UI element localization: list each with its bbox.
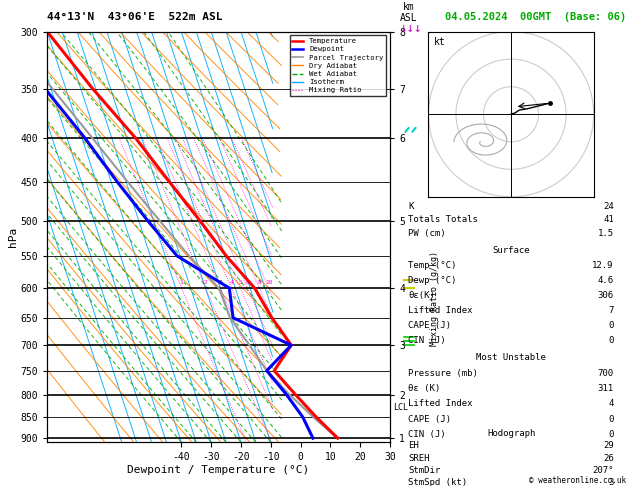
Text: 0: 0 <box>608 415 614 424</box>
Text: EH: EH <box>408 441 419 451</box>
Text: Most Unstable: Most Unstable <box>476 353 546 362</box>
Text: 26: 26 <box>603 453 614 463</box>
Text: Totals Totals: Totals Totals <box>408 215 478 225</box>
Text: θε (K): θε (K) <box>408 384 440 393</box>
Text: PW (cm): PW (cm) <box>408 229 446 238</box>
Text: CIN (J): CIN (J) <box>408 430 446 439</box>
Legend: Temperature, Dewpoint, Parcel Trajectory, Dry Adiabat, Wet Adiabat, Isotherm, Mi: Temperature, Dewpoint, Parcel Trajectory… <box>289 35 386 96</box>
Text: 12.9: 12.9 <box>593 261 614 270</box>
Text: 3: 3 <box>608 478 614 486</box>
Text: CIN (J): CIN (J) <box>408 335 446 345</box>
Text: 10: 10 <box>265 280 272 285</box>
Text: Hodograph: Hodograph <box>487 429 535 438</box>
Text: 5: 5 <box>238 280 242 285</box>
Text: 311: 311 <box>598 384 614 393</box>
Text: K: K <box>408 202 414 210</box>
Y-axis label: hPa: hPa <box>8 227 18 247</box>
Text: 44°13'N  43°06'E  522m ASL: 44°13'N 43°06'E 522m ASL <box>47 12 223 22</box>
Text: 1.5: 1.5 <box>598 229 614 238</box>
Text: 2: 2 <box>204 280 208 285</box>
Text: LCL: LCL <box>393 403 408 412</box>
Text: Lifted Index: Lifted Index <box>408 306 473 314</box>
Text: 29: 29 <box>603 441 614 451</box>
Text: 04.05.2024  00GMT  (Base: 06): 04.05.2024 00GMT (Base: 06) <box>445 12 626 22</box>
Text: Dewp (°C): Dewp (°C) <box>408 276 457 285</box>
Text: ↓↓↓: ↓↓↓ <box>399 22 422 35</box>
Text: kt: kt <box>433 36 445 47</box>
Text: Surface: Surface <box>493 246 530 255</box>
X-axis label: Dewpoint / Temperature (°C): Dewpoint / Temperature (°C) <box>128 465 309 475</box>
Text: StmDir: StmDir <box>408 466 440 475</box>
Text: Pressure (mb): Pressure (mb) <box>408 368 478 378</box>
Text: StmSpd (kt): StmSpd (kt) <box>408 478 467 486</box>
Text: Temp (°C): Temp (°C) <box>408 261 457 270</box>
Text: CAPE (J): CAPE (J) <box>408 415 452 424</box>
Text: Mixing Ratio (g/kg): Mixing Ratio (g/kg) <box>430 251 439 346</box>
Text: Lifted Index: Lifted Index <box>408 399 473 408</box>
Text: 0: 0 <box>608 430 614 439</box>
Text: 8: 8 <box>257 280 261 285</box>
Text: 1: 1 <box>180 280 184 285</box>
Text: SREH: SREH <box>408 453 430 463</box>
Text: 700: 700 <box>598 368 614 378</box>
Text: 207°: 207° <box>593 466 614 475</box>
Text: 41: 41 <box>603 215 614 225</box>
Text: 0: 0 <box>608 321 614 330</box>
Text: 6: 6 <box>246 280 250 285</box>
Text: 0: 0 <box>608 335 614 345</box>
Text: 3: 3 <box>219 280 223 285</box>
Text: km
ASL: km ASL <box>400 2 418 23</box>
Text: 306: 306 <box>598 291 614 300</box>
Text: CAPE (J): CAPE (J) <box>408 321 452 330</box>
Text: © weatheronline.co.uk: © weatheronline.co.uk <box>529 476 626 485</box>
Text: 4: 4 <box>230 280 233 285</box>
Text: 4: 4 <box>608 399 614 408</box>
Text: 4.6: 4.6 <box>598 276 614 285</box>
Text: θε(K): θε(K) <box>408 291 435 300</box>
Text: 7: 7 <box>608 306 614 314</box>
Text: 24: 24 <box>603 202 614 210</box>
